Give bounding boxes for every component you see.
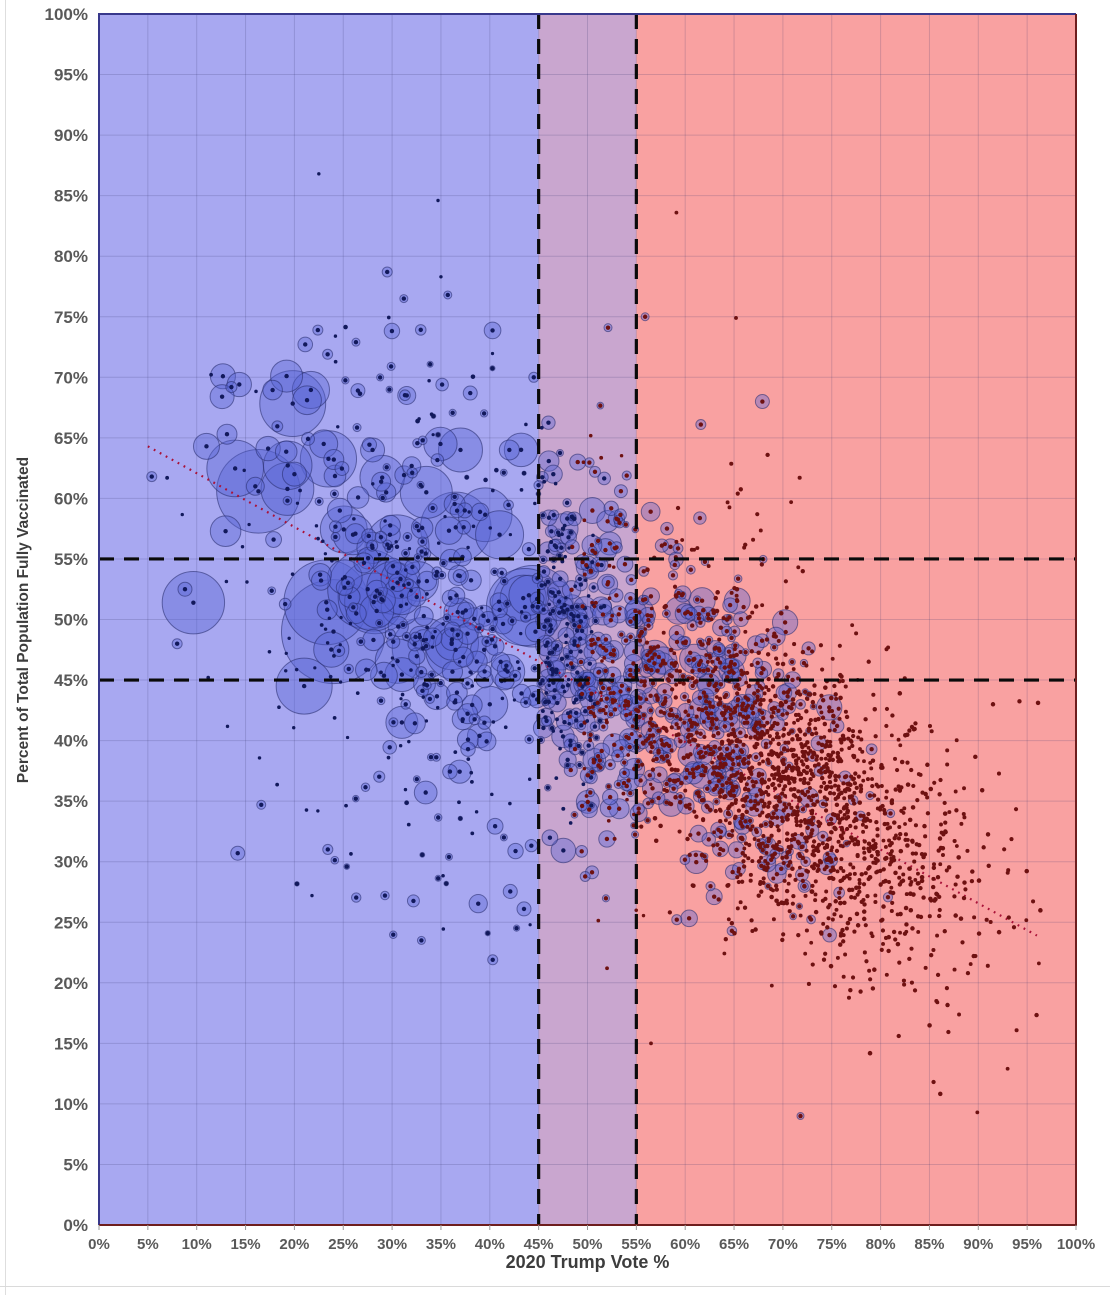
y-tick-label: 75% [54,308,88,327]
x-tick-label: 75% [817,1236,847,1253]
y-tick-label: 0% [63,1216,88,1235]
x-tick-label: 25% [328,1236,358,1253]
y-tick-label: 65% [54,429,88,448]
y-tick-label: 15% [54,1034,88,1053]
x-tick-label: 10% [182,1236,212,1253]
y-tick-label: 30% [54,853,88,872]
y-tick-label: 90% [54,126,88,145]
y-tick-label: 80% [54,247,88,266]
x-tick-label: 5% [137,1236,159,1253]
x-tick-label: 55% [621,1236,651,1253]
x-tick-label: 40% [475,1236,505,1253]
x-tick-label: 30% [377,1236,407,1253]
y-tick-label: 20% [54,974,88,993]
y-tick-label: 10% [54,1095,88,1114]
county-dots-layer [149,172,1043,1119]
x-tick-label: 100% [1057,1236,1095,1253]
x-tick-label: 35% [426,1236,456,1253]
y-tick-label: 85% [54,187,88,206]
x-tick-label: 50% [572,1236,602,1253]
y-tick-label: 60% [54,489,88,508]
x-axis-ticks: 0% 5% 10% 15% 20% 25% 30% 35% 40% 45% 50% 55% 60% 65%… [88,1225,1095,1253]
x-tick-label: 65% [719,1236,749,1253]
window-left-edge [5,0,6,1295]
x-tick-label: 15% [231,1236,261,1253]
y-tick-label: 100% [45,5,88,24]
y-axis-title: Percent of Total Population Fully Vaccin… [15,456,32,784]
y-tick-label: 50% [54,611,88,630]
x-tick-label: 70% [768,1236,798,1253]
x-axis-title: 2020 Trump Vote % [505,1252,670,1272]
y-axis-ticks: 0% 5% 10% 15% 20% 25% 30% 35% 40% 45% 50% 55% 60% 65%… [45,5,88,1235]
y-tick-label: 70% [54,368,88,387]
y-tick-label: 35% [54,792,88,811]
y-tick-label: 40% [54,732,88,751]
x-tick-label: 80% [866,1236,896,1253]
x-tick-label: 85% [914,1236,944,1253]
x-tick-label: 95% [1012,1236,1042,1253]
x-tick-label: 20% [279,1236,309,1253]
y-tick-label: 45% [54,671,88,690]
x-tick-label: 0% [88,1236,110,1253]
x-tick-label: 90% [963,1236,993,1253]
y-tick-label: 25% [54,913,88,932]
y-tick-label: 95% [54,66,88,85]
window-bottom-edge [0,1286,1110,1287]
y-tick-label: 55% [54,550,88,569]
reference-lines [99,14,1076,1225]
x-tick-label: 60% [670,1236,700,1253]
y-tick-label: 5% [63,1155,88,1174]
x-tick-label: 45% [524,1236,554,1253]
